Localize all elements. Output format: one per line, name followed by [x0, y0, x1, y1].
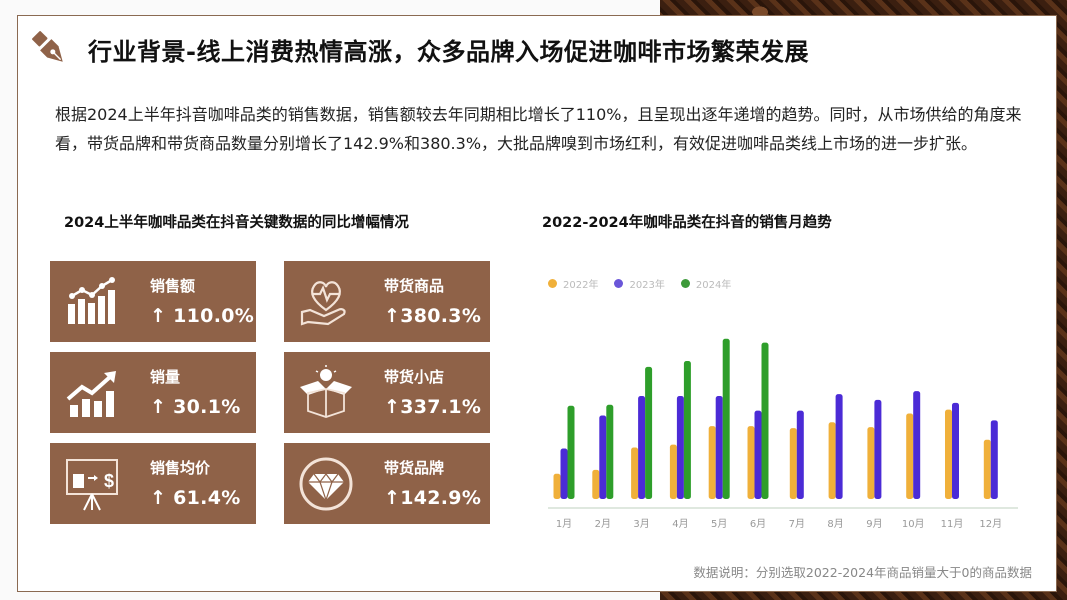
bar-2022年	[669, 444, 677, 499]
bar-2023年	[599, 415, 607, 499]
kpi-value: ↑337.1%	[384, 396, 482, 418]
bar-2022年	[592, 469, 600, 499]
x-tick-label: 6月	[750, 518, 766, 530]
bar-2023年	[874, 399, 882, 499]
bar-2022年	[867, 427, 875, 499]
kpi-card-sales-amount: 销售额 ↑ 110.0%	[50, 261, 256, 342]
legend-dot-icon	[614, 279, 624, 288]
data-footnote: 数据说明：分别选取2022-2024年商品销量大于0的商品数据	[693, 565, 1032, 580]
kpi-card-avg-price: $ 销售均价 ↑ 61.4%	[50, 443, 256, 524]
bar-2024年	[567, 405, 575, 499]
chart-plot-area: 1月 2月 3月 4月 5月 6月 7月 8月 9月 10月 11月 12月	[548, 338, 1018, 530]
kpi-label: 带货小店	[384, 368, 445, 386]
x-tick-label: 12月	[979, 518, 1002, 530]
bar-2023年	[715, 396, 723, 499]
bar-2023年	[952, 402, 959, 499]
bar-2022年	[945, 409, 952, 499]
kpi-label: 带货品牌	[384, 459, 445, 477]
svg-text:$: $	[104, 471, 114, 491]
x-tick-label: 10月	[902, 518, 925, 530]
kpi-label: 销售额	[150, 277, 196, 295]
kpi-label: 销售均价	[150, 459, 211, 477]
bar-2023年	[990, 420, 998, 499]
bar-2023年	[638, 396, 646, 499]
monthly-sales-bar-chart: 2022年 2023年 2024年 1月 2月 3月 4月 5月 6月 7月 8月 9月 10月 1…	[528, 256, 1028, 546]
kpi-label: 销量	[150, 368, 181, 386]
bar-2022年	[708, 426, 716, 499]
legend-item: 2024年	[680, 276, 731, 291]
bar-2023年	[835, 394, 843, 499]
kpi-value: ↑ 61.4%	[150, 487, 241, 509]
bar-2024年	[645, 366, 653, 499]
chart-section-title: 2022-2024年咖啡品类在抖音的销售月趋势	[542, 215, 832, 231]
kpi-value: ↑ 30.1%	[150, 396, 241, 418]
bar-2022年	[553, 473, 561, 499]
x-tick-label: 5月	[711, 518, 727, 530]
kpi-label: 带货商品	[384, 277, 445, 295]
x-tick-label: 8月	[827, 518, 843, 530]
x-tick-label: 3月	[633, 518, 649, 530]
legend-item: 2023年	[614, 276, 665, 291]
kpi-card-products: 带货商品 ↑380.3%	[284, 261, 490, 342]
growth-arrow-chart-icon	[66, 371, 116, 417]
bar-2022年	[789, 428, 797, 499]
kpi-card-sales-volume: 销量 ↑ 30.1%	[50, 352, 256, 433]
kpi-card-brands: 带货品牌 ↑142.9%	[284, 443, 490, 524]
kpi-value: ↑380.3%	[384, 305, 482, 327]
kpi-value: ↑142.9%	[384, 487, 482, 509]
bar-2022年	[983, 439, 991, 499]
heart-in-hand-icon	[300, 281, 346, 326]
price-tag-board-icon: $	[66, 459, 118, 511]
bar-2024年	[761, 342, 769, 499]
page-title: 行业背景-线上消费热情高涨，众多品牌入场促进咖啡市场繁荣发展	[88, 37, 809, 66]
bar-2023年	[754, 410, 762, 499]
bar-2024年	[683, 361, 691, 499]
x-tick-label: 11月	[941, 518, 964, 530]
bar-2024年	[606, 404, 614, 499]
bar-2023年	[676, 396, 684, 499]
intro-paragraph: 根据2024上半年抖音咖啡品类的销售数据，销售额较去年同期相比增长了110%，且…	[55, 105, 1022, 153]
diamond-icon	[299, 457, 353, 511]
bar-2022年	[631, 447, 639, 499]
x-tick-label: 2月	[595, 518, 611, 530]
legend-dot-icon	[548, 279, 557, 288]
open-box-lightbulb-icon	[300, 365, 352, 418]
header: 行业背景-线上消费热情高涨，众多品牌入场促进咖啡市场繁荣发展	[28, 24, 809, 74]
bar-2022年	[747, 426, 755, 499]
legend-item: 2022年	[548, 276, 598, 291]
bar-2023年	[913, 391, 921, 499]
x-tick-label: 1月	[556, 518, 572, 530]
bar-2022年	[906, 413, 914, 499]
x-tick-label: 9月	[866, 518, 882, 530]
chart-legend: 2022年 2023年 2024年	[548, 276, 731, 291]
content-panel: 行业背景-线上消费热情高涨，众多品牌入场促进咖啡市场繁荣发展 根据2024上半年…	[17, 15, 1057, 592]
legend-dot-icon	[680, 279, 690, 288]
kpi-value: ↑ 110.0%	[150, 305, 255, 327]
x-tick-label: 4月	[672, 518, 688, 530]
bar-2023年	[796, 410, 804, 499]
fountain-pen-icon	[32, 31, 63, 62]
kpi-section-title: 2024上半年咖啡品类在抖音关键数据的同比增幅情况	[64, 215, 409, 231]
bar-2022年	[828, 422, 836, 499]
bar-trend-chart-icon	[68, 277, 115, 324]
kpi-card-shops: 带货小店 ↑337.1%	[284, 352, 490, 433]
x-tick-label: 7月	[789, 518, 805, 530]
bar-2023年	[560, 448, 568, 499]
bar-2024年	[722, 338, 730, 499]
